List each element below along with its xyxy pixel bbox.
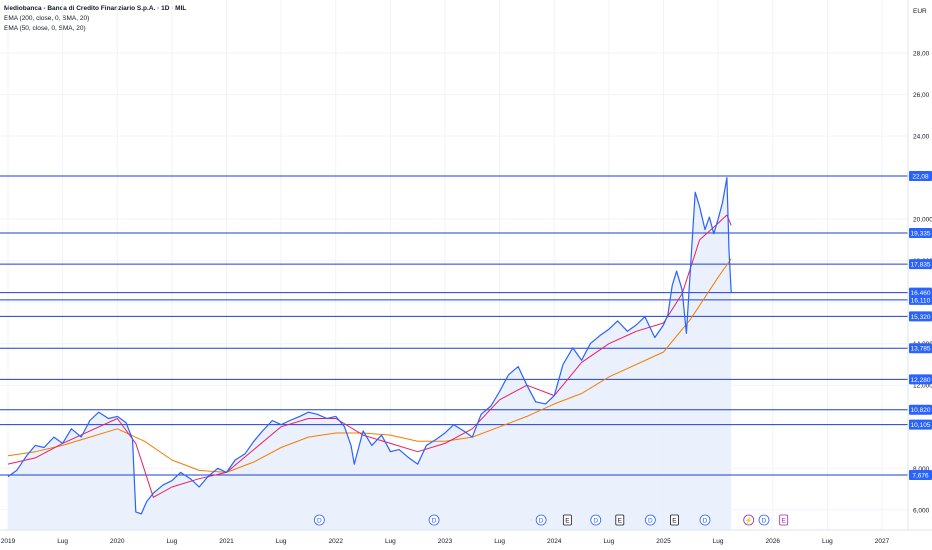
x-tick-label: 2024 bbox=[547, 538, 562, 545]
event-label: D bbox=[317, 517, 322, 524]
event-label: E bbox=[672, 517, 677, 524]
y-tick-label: 26,00 bbox=[913, 92, 930, 99]
event-label: E bbox=[618, 517, 623, 524]
dividend-marker[interactable] bbox=[428, 514, 440, 526]
dividend-marker[interactable] bbox=[590, 514, 602, 526]
x-axis-labels: 2019 Lug 2020 Lug 2021 Lug 2022 Lug 2023 Lug 2024 L… bbox=[1, 538, 890, 545]
level-label: 10,820 bbox=[911, 407, 931, 414]
level-label-bg bbox=[909, 404, 932, 415]
y-tick-label: 28,00 bbox=[913, 51, 930, 58]
earnings-marker[interactable] bbox=[562, 514, 572, 526]
currency-label: EUR bbox=[913, 8, 927, 15]
earnings-marker[interactable] bbox=[670, 514, 679, 526]
price-area bbox=[8, 177, 732, 530]
y-tick-label: 8,000 bbox=[913, 466, 930, 473]
event-label: D bbox=[539, 517, 544, 524]
earnings-marker[interactable] bbox=[615, 514, 625, 526]
x-tick-label: 2026 bbox=[766, 538, 781, 545]
level-label-bg bbox=[909, 259, 932, 270]
level-label-bg bbox=[909, 294, 932, 305]
indicator-ema50-label[interactable]: EMA (50, close, 0, SMA, 20) bbox=[4, 25, 86, 32]
event-label: D bbox=[703, 517, 708, 524]
level-label: 12,280 bbox=[911, 377, 931, 384]
y-tick-label: 12,000 bbox=[913, 383, 932, 390]
chart-legend: Mediobanca - Banca di Credito Finanziari… bbox=[4, 4, 186, 34]
x-tick-label: 2023 bbox=[438, 538, 453, 545]
x-tick-label: Lug bbox=[494, 538, 505, 545]
event-label: E bbox=[782, 517, 787, 524]
y-tick-label: 6,000 bbox=[913, 507, 930, 514]
x-tick-label: Lug bbox=[57, 538, 68, 545]
level-label-bg bbox=[909, 171, 932, 181]
level-label: 22,08 bbox=[912, 174, 929, 181]
x-tick-label: 2019 bbox=[1, 538, 16, 545]
event-label: D bbox=[432, 517, 437, 524]
x-tick-label: 2025 bbox=[656, 538, 671, 545]
earnings-marker[interactable] bbox=[779, 514, 789, 526]
event-label: ⚡ bbox=[745, 516, 753, 524]
event-markers[interactable]: D D D E D E D E D ⚡ D E bbox=[313, 514, 789, 526]
split-marker[interactable] bbox=[743, 514, 755, 526]
level-label-bg bbox=[909, 227, 932, 238]
y-tick-label: 24,00 bbox=[913, 134, 930, 141]
level-label: 7,676 bbox=[912, 473, 929, 480]
level-label: 10,105 bbox=[911, 422, 931, 429]
x-tick-label: Lug bbox=[713, 538, 724, 545]
dividend-marker[interactable] bbox=[699, 514, 711, 526]
axes: EUR bbox=[0, 0, 932, 531]
indicator-ema200-label[interactable]: EMA (200, close, 0, SMA, 20) bbox=[4, 15, 90, 22]
symbol-title: Mediobanca - Banca di Credito Finanziari… bbox=[4, 5, 187, 12]
x-tick-label: 2027 bbox=[875, 538, 890, 545]
x-tick-label: 2022 bbox=[329, 538, 344, 545]
level-label: 13,785 bbox=[911, 346, 931, 353]
level-label: 19,335 bbox=[911, 230, 931, 237]
x-tick-label: 2021 bbox=[219, 538, 234, 545]
level-label-bg bbox=[909, 374, 932, 385]
x-tick-label: Lug bbox=[603, 538, 614, 545]
event-label: D bbox=[762, 517, 767, 524]
ema50-line bbox=[7, 214, 732, 498]
y-axis-labels: 6,0008,00012,00014,00016,00018,00020,000… bbox=[913, 51, 932, 515]
level-label: 15,320 bbox=[911, 314, 931, 321]
dividend-marker[interactable] bbox=[313, 514, 325, 526]
price-area-fill bbox=[8, 177, 732, 530]
dividend-marker[interactable] bbox=[535, 514, 547, 526]
series-lines bbox=[7, 177, 732, 515]
level-label-bg bbox=[909, 419, 932, 430]
dividend-marker[interactable] bbox=[644, 514, 656, 526]
y-tick-label: 20,000 bbox=[913, 217, 932, 224]
horizontal-levels[interactable] bbox=[0, 175, 908, 476]
event-label: D bbox=[648, 517, 653, 524]
x-tick-label: Lug bbox=[166, 538, 177, 545]
level-label-bg bbox=[909, 343, 932, 354]
level-label-bg bbox=[909, 470, 932, 480]
x-tick-label: Lug bbox=[385, 538, 396, 545]
x-tick-label: 2020 bbox=[110, 538, 125, 545]
level-label: 16,110 bbox=[911, 297, 931, 304]
level-label: 16,460 bbox=[911, 290, 931, 297]
level-label-bg bbox=[909, 311, 932, 322]
event-label: E bbox=[565, 517, 570, 524]
level-label: 17,835 bbox=[911, 262, 931, 269]
price-line bbox=[7, 177, 732, 515]
x-tick-label: Lug bbox=[276, 538, 287, 545]
x-tick-label: Lug bbox=[822, 538, 833, 545]
event-label: D bbox=[593, 517, 598, 524]
dividend-marker[interactable] bbox=[758, 514, 770, 526]
